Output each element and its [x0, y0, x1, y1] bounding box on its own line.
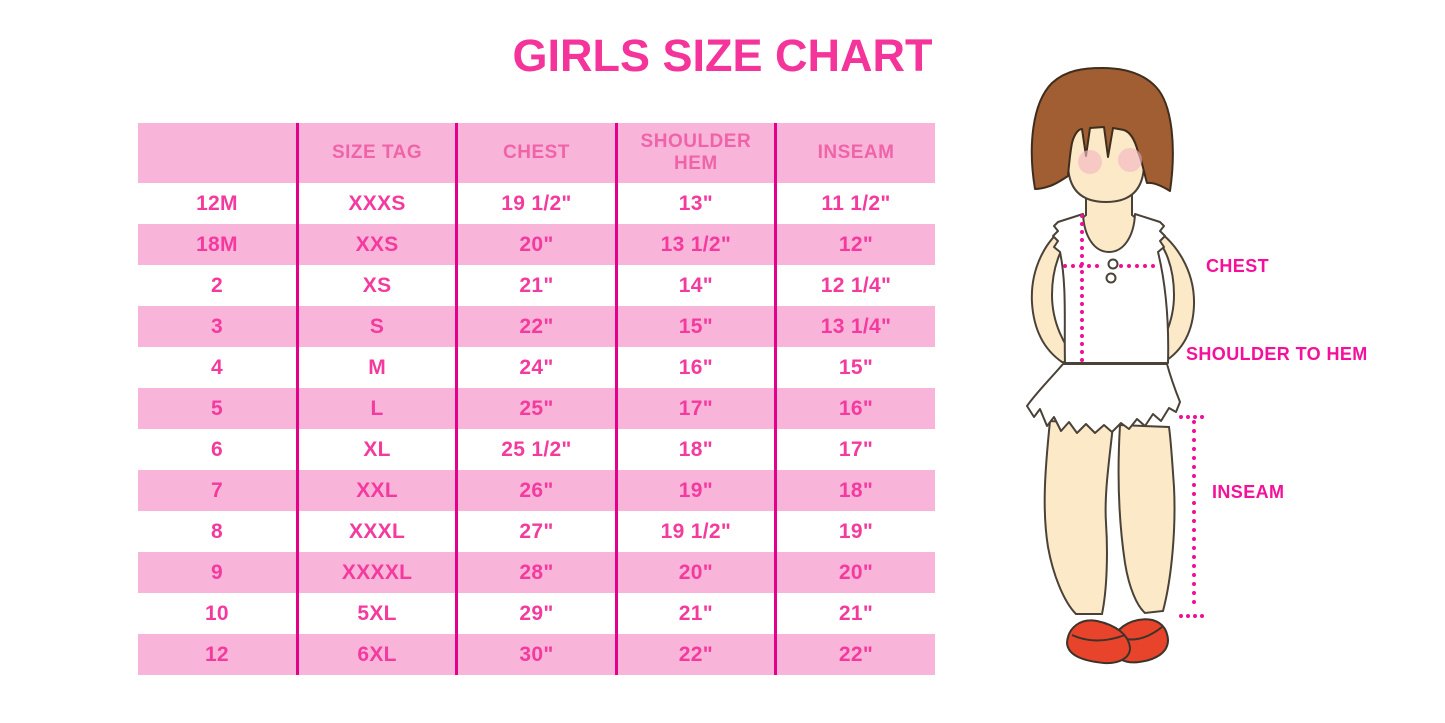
size-chart-body: 12M XXXS 19 1/2" 13" 11 1/2" 18M XXS 20" 13 1/2"…	[138, 183, 935, 675]
left-shoe-strap	[1071, 634, 1126, 642]
table-cell: XXXXL	[295, 552, 457, 593]
shirt-button-top	[1107, 258, 1119, 270]
table-cell: 19 1/2"	[614, 511, 776, 552]
table-cell: S	[295, 306, 457, 347]
page-title: GIRLS SIZE CHART	[512, 30, 933, 81]
column-header	[138, 123, 298, 183]
left-shoe	[1065, 619, 1132, 665]
table-cell: 8	[138, 511, 298, 552]
table-cell: 14"	[614, 265, 776, 306]
table-cell: 20"	[774, 552, 935, 593]
table-cell: 12 1/4"	[774, 265, 935, 306]
table-cell: 12	[138, 634, 298, 675]
size-chart-header-row: SIZE TAG CHEST SHOULDER HEM INSEAM	[138, 123, 935, 183]
table-cell: 19 1/2"	[455, 183, 617, 224]
table-cell: 19"	[614, 470, 776, 511]
table-cell: 17"	[774, 429, 935, 470]
table-row: 6 XL 25 1/2" 18" 17"	[138, 429, 935, 470]
table-cell: 15"	[774, 347, 935, 388]
table-cell: 22"	[455, 306, 617, 347]
table-cell: 20"	[455, 224, 617, 265]
table-row: 3 S 22" 15" 13 1/4"	[138, 306, 935, 347]
column-header: SHOULDER HEM	[614, 123, 776, 183]
left-blush	[1078, 150, 1102, 174]
table-cell: XS	[295, 265, 457, 306]
table-cell: 25"	[455, 388, 617, 429]
table-cell: 5XL	[295, 593, 457, 634]
table-cell: XXXL	[295, 511, 457, 552]
table-cell: 5	[138, 388, 298, 429]
table-cell: 15"	[614, 306, 776, 347]
measurement-figure: CHEST SHOULDER TO HEM INSEAM	[980, 55, 1410, 715]
table-row: 2 XS 21" 14" 12 1/4"	[138, 265, 935, 306]
table-row: 7 XXL 26" 19" 18"	[138, 470, 935, 511]
table-row: 4 M 24" 16" 15"	[138, 347, 935, 388]
table-cell: 17"	[614, 388, 776, 429]
table-cell: 29"	[455, 593, 617, 634]
table-row: 8 XXXL 27" 19 1/2" 19"	[138, 511, 935, 552]
table-cell: 24"	[455, 347, 617, 388]
table-cell: 28"	[455, 552, 617, 593]
hair	[1030, 67, 1174, 192]
chest-label: CHEST	[1206, 256, 1270, 276]
table-cell: 21"	[614, 593, 776, 634]
table-cell: 18"	[774, 470, 935, 511]
table-cell: 13 1/2"	[614, 224, 776, 265]
skirt	[1026, 363, 1181, 434]
inseam-label: INSEAM	[1212, 482, 1285, 502]
table-row: 10 5XL 29" 21" 21"	[138, 593, 935, 634]
shirt-button-bottom	[1105, 272, 1117, 284]
shoulder-to-hem-label: SHOULDER TO HEM	[1186, 344, 1368, 364]
table-cell: 9	[138, 552, 298, 593]
table-cell: 30"	[455, 634, 617, 675]
table-cell: L	[295, 388, 457, 429]
table-cell: XL	[295, 429, 457, 470]
table-cell: M	[295, 347, 457, 388]
table-cell: 21"	[455, 265, 617, 306]
size-chart-table: SIZE TAG CHEST SHOULDER HEM INSEAM 12M XXXS 1…	[138, 123, 935, 675]
table-cell: 25 1/2"	[455, 429, 617, 470]
table-cell: 16"	[774, 388, 935, 429]
left-leg	[1043, 419, 1115, 615]
table-row: 18M XXS 20" 13 1/2" 12"	[138, 224, 935, 265]
column-header: SIZE TAG	[295, 123, 457, 183]
table-cell: 4	[138, 347, 298, 388]
table-cell: 27"	[455, 511, 617, 552]
table-cell: 20"	[614, 552, 776, 593]
table-row: 9 XXXXL 28" 20" 20"	[138, 552, 935, 593]
table-cell: 7	[138, 470, 298, 511]
column-header: INSEAM	[774, 123, 935, 183]
table-cell: 16"	[614, 347, 776, 388]
table-cell: 18M	[138, 224, 298, 265]
table-cell: 13"	[614, 183, 776, 224]
table-cell: 6	[138, 429, 298, 470]
table-cell: XXL	[295, 470, 457, 511]
right-blush	[1118, 148, 1142, 172]
girl-illustration	[1026, 67, 1206, 665]
table-cell: 26"	[455, 470, 617, 511]
table-cell: 11 1/2"	[774, 183, 935, 224]
table-cell: 19"	[774, 511, 935, 552]
table-cell: XXXS	[295, 183, 457, 224]
column-header: CHEST	[455, 123, 617, 183]
table-row: 12 6XL 30" 22" 22"	[138, 634, 935, 675]
table-cell: 6XL	[295, 634, 457, 675]
table-cell: 22"	[774, 634, 935, 675]
table-cell: 21"	[774, 593, 935, 634]
table-cell: 3	[138, 306, 298, 347]
table-cell: 10	[138, 593, 298, 634]
table-cell: XXS	[295, 224, 457, 265]
table-cell: 2	[138, 265, 298, 306]
table-cell: 22"	[614, 634, 776, 675]
table-row: 12M XXXS 19 1/2" 13" 11 1/2"	[138, 183, 935, 224]
right-leg	[1117, 423, 1176, 615]
table-cell: 13 1/4"	[774, 306, 935, 347]
table-cell: 12"	[774, 224, 935, 265]
table-row: 5 L 25" 17" 16"	[138, 388, 935, 429]
shirt	[1052, 213, 1170, 364]
table-cell: 12M	[138, 183, 298, 224]
table-cell: 18"	[614, 429, 776, 470]
